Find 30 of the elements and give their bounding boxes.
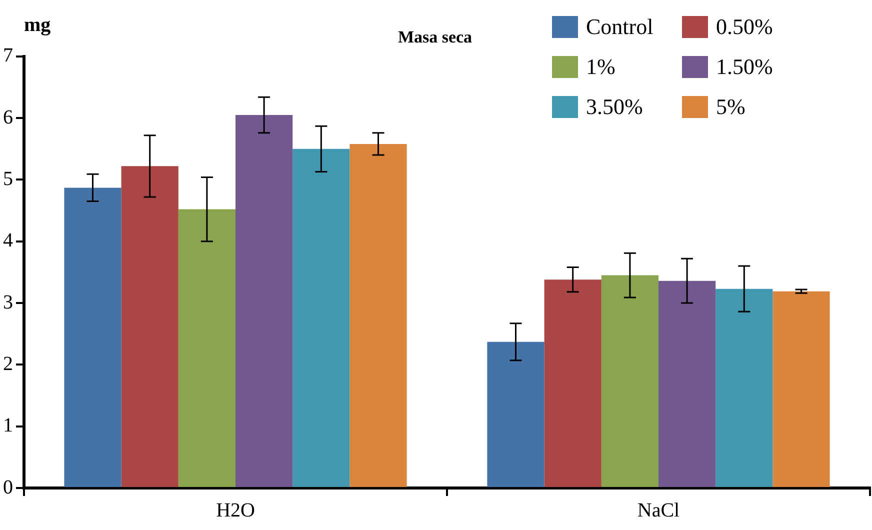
bar xyxy=(601,275,658,487)
y-tick-label: 0 xyxy=(3,476,13,498)
y-tick-label: 7 xyxy=(3,44,13,67)
bar xyxy=(487,342,544,487)
legend-label: 3.50% xyxy=(586,94,643,120)
legend-label: 1.50% xyxy=(716,54,773,80)
bar xyxy=(292,148,350,487)
x-tick-label: NaCl xyxy=(637,499,680,522)
bar xyxy=(658,280,716,487)
bar xyxy=(716,288,773,487)
bar xyxy=(121,166,178,487)
chart-title: Masa seca xyxy=(398,28,473,47)
bar xyxy=(64,188,122,487)
y-tick-label: 4 xyxy=(3,230,13,252)
legend-label: 0.50% xyxy=(716,14,773,40)
y-tick-label: 5 xyxy=(3,168,13,190)
bar xyxy=(236,114,293,487)
bar xyxy=(350,144,407,487)
y-tick-label: 6 xyxy=(3,106,13,128)
y-axis-title: mg xyxy=(24,14,51,36)
legend-label: 1% xyxy=(586,54,616,80)
y-tick-label: 2 xyxy=(3,352,13,375)
bar xyxy=(772,291,830,487)
x-tick-label: H2O xyxy=(216,499,255,522)
y-tick-label: 1 xyxy=(3,414,13,437)
y-tick-label: 3 xyxy=(3,291,13,314)
legend-label: 5% xyxy=(716,94,746,120)
bar xyxy=(178,209,236,487)
legend-label: Control xyxy=(586,14,654,40)
bar xyxy=(544,280,602,487)
